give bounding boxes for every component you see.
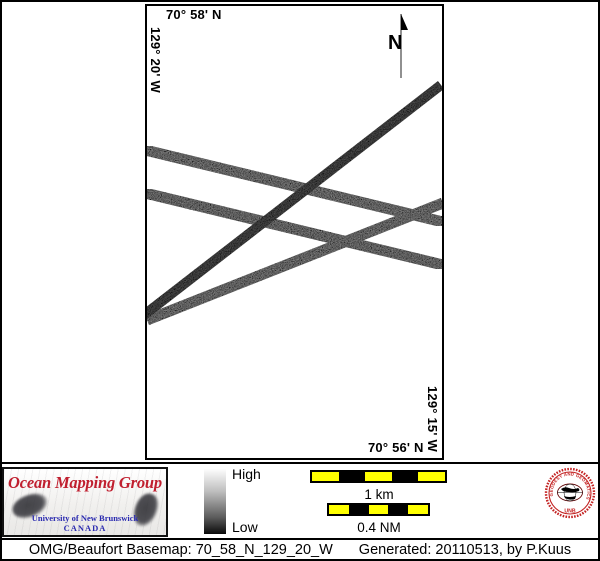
scalebar-segment bbox=[365, 472, 392, 481]
map-label-top-latitude: 70° 58' N bbox=[166, 7, 222, 22]
colorbar-low-label: Low bbox=[232, 519, 258, 535]
north-label: N bbox=[388, 32, 403, 54]
omg-logo-country: CANADA bbox=[63, 523, 107, 533]
omg-logo: Ocean Mapping Group University of New Br… bbox=[2, 467, 168, 537]
footer-divider bbox=[2, 462, 598, 464]
scalebar-segment bbox=[338, 472, 366, 481]
scalebar-segment bbox=[329, 505, 349, 514]
swath-line-middle bbox=[147, 187, 442, 271]
map-label-bottom-latitude: 70° 56' N bbox=[368, 440, 424, 455]
colorbar bbox=[204, 469, 226, 534]
swath-line-dark bbox=[147, 81, 442, 319]
scalebar-label: 0.4 NM bbox=[357, 520, 401, 535]
map-canvas bbox=[147, 81, 442, 326]
swath-line-rising bbox=[147, 197, 442, 326]
swath-line-upper bbox=[147, 144, 442, 228]
seal-unb-text: UNB bbox=[564, 509, 575, 515]
map-label-right-longitude: 129° 15' W bbox=[425, 386, 440, 452]
scalebar-segment bbox=[388, 505, 409, 514]
scalebar-segment bbox=[312, 472, 339, 481]
scalebar-segment bbox=[368, 505, 389, 514]
scalebar-segment bbox=[348, 505, 369, 514]
scalebar-segment bbox=[408, 505, 428, 514]
footer-generated-text: Generated: 20110513, by P.Kuus bbox=[358, 541, 572, 558]
map-frame: 70° 58' N 129° 20' W 129° 15' W 70° 56' … bbox=[145, 4, 444, 460]
omg-logo-subtitle: University of New Brunswick bbox=[31, 513, 139, 523]
footer-basemap-text: OMG/Beaufort Basemap: 70_58_N_129_20_W bbox=[28, 541, 333, 558]
scalebar-segment bbox=[418, 472, 445, 481]
omg-logo-title: Ocean Mapping Group bbox=[8, 473, 162, 492]
north-arrow-icon bbox=[400, 14, 408, 78]
footer-text-bar: OMG/Beaufort Basemap: 70_58_N_129_20_W G… bbox=[2, 538, 598, 559]
colorbar-high-label: High bbox=[232, 466, 261, 482]
map-label-left-longitude: 129° 20' W bbox=[148, 27, 163, 93]
unb-seal-icon: GEODESY AND GEOMATICS ENGINEERING UNB bbox=[544, 467, 596, 519]
scalebar bbox=[327, 503, 430, 516]
scalebar-segment bbox=[391, 472, 419, 481]
scalebar bbox=[310, 470, 447, 483]
scalebar-label: 1 km bbox=[364, 487, 394, 502]
